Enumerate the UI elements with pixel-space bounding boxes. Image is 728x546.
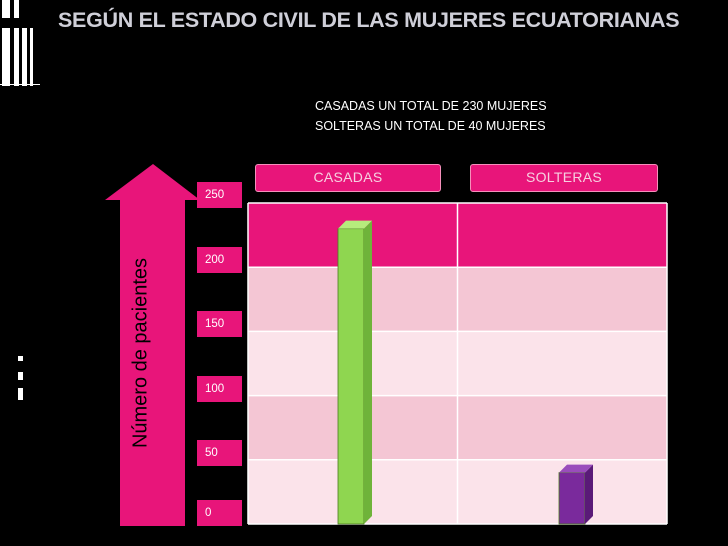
bar-side <box>585 464 593 524</box>
decor-dot-2 <box>18 372 23 380</box>
decor-bar-3 <box>2 28 10 86</box>
y-tick-label: 200 <box>197 247 242 273</box>
y-tick-label: 0 <box>197 500 242 526</box>
note-casadas: CASADAS UN TOTAL DE 230 MUJERES <box>315 99 547 113</box>
y-tick-label: 150 <box>197 311 242 337</box>
decor-bar-1 <box>2 0 10 18</box>
y-tick-label: 250 <box>197 182 242 208</box>
bar-top <box>338 220 372 229</box>
decor-bar-2 <box>14 0 19 18</box>
page-title: SEGÚN EL ESTADO CIVIL DE LAS MUJERES ECU… <box>58 8 680 32</box>
decor-dot-1 <box>18 356 23 361</box>
decor-dot-3 <box>18 388 23 400</box>
y-axis-arrow <box>105 164 200 526</box>
bar-top <box>559 464 593 473</box>
y-tick-label: 50 <box>197 440 242 466</box>
bar-solteras <box>558 472 586 525</box>
decor-bar-6 <box>30 28 33 86</box>
y-tick-label: 100 <box>197 376 242 402</box>
legend-casadas: CASADAS <box>255 164 441 192</box>
bar-casadas <box>337 228 365 525</box>
decor-line <box>0 84 40 85</box>
chart-notes: CASADAS UN TOTAL DE 230 MUJERES SOLTERAS… <box>315 96 547 136</box>
note-solteras: SOLTERAS UN TOTAL DE 40 MUJERES <box>315 119 546 133</box>
decor-bar-4 <box>14 28 19 86</box>
decor-bar-5 <box>22 28 27 86</box>
legend-solteras: SOLTERAS <box>470 164 658 192</box>
bar-side <box>364 220 372 524</box>
